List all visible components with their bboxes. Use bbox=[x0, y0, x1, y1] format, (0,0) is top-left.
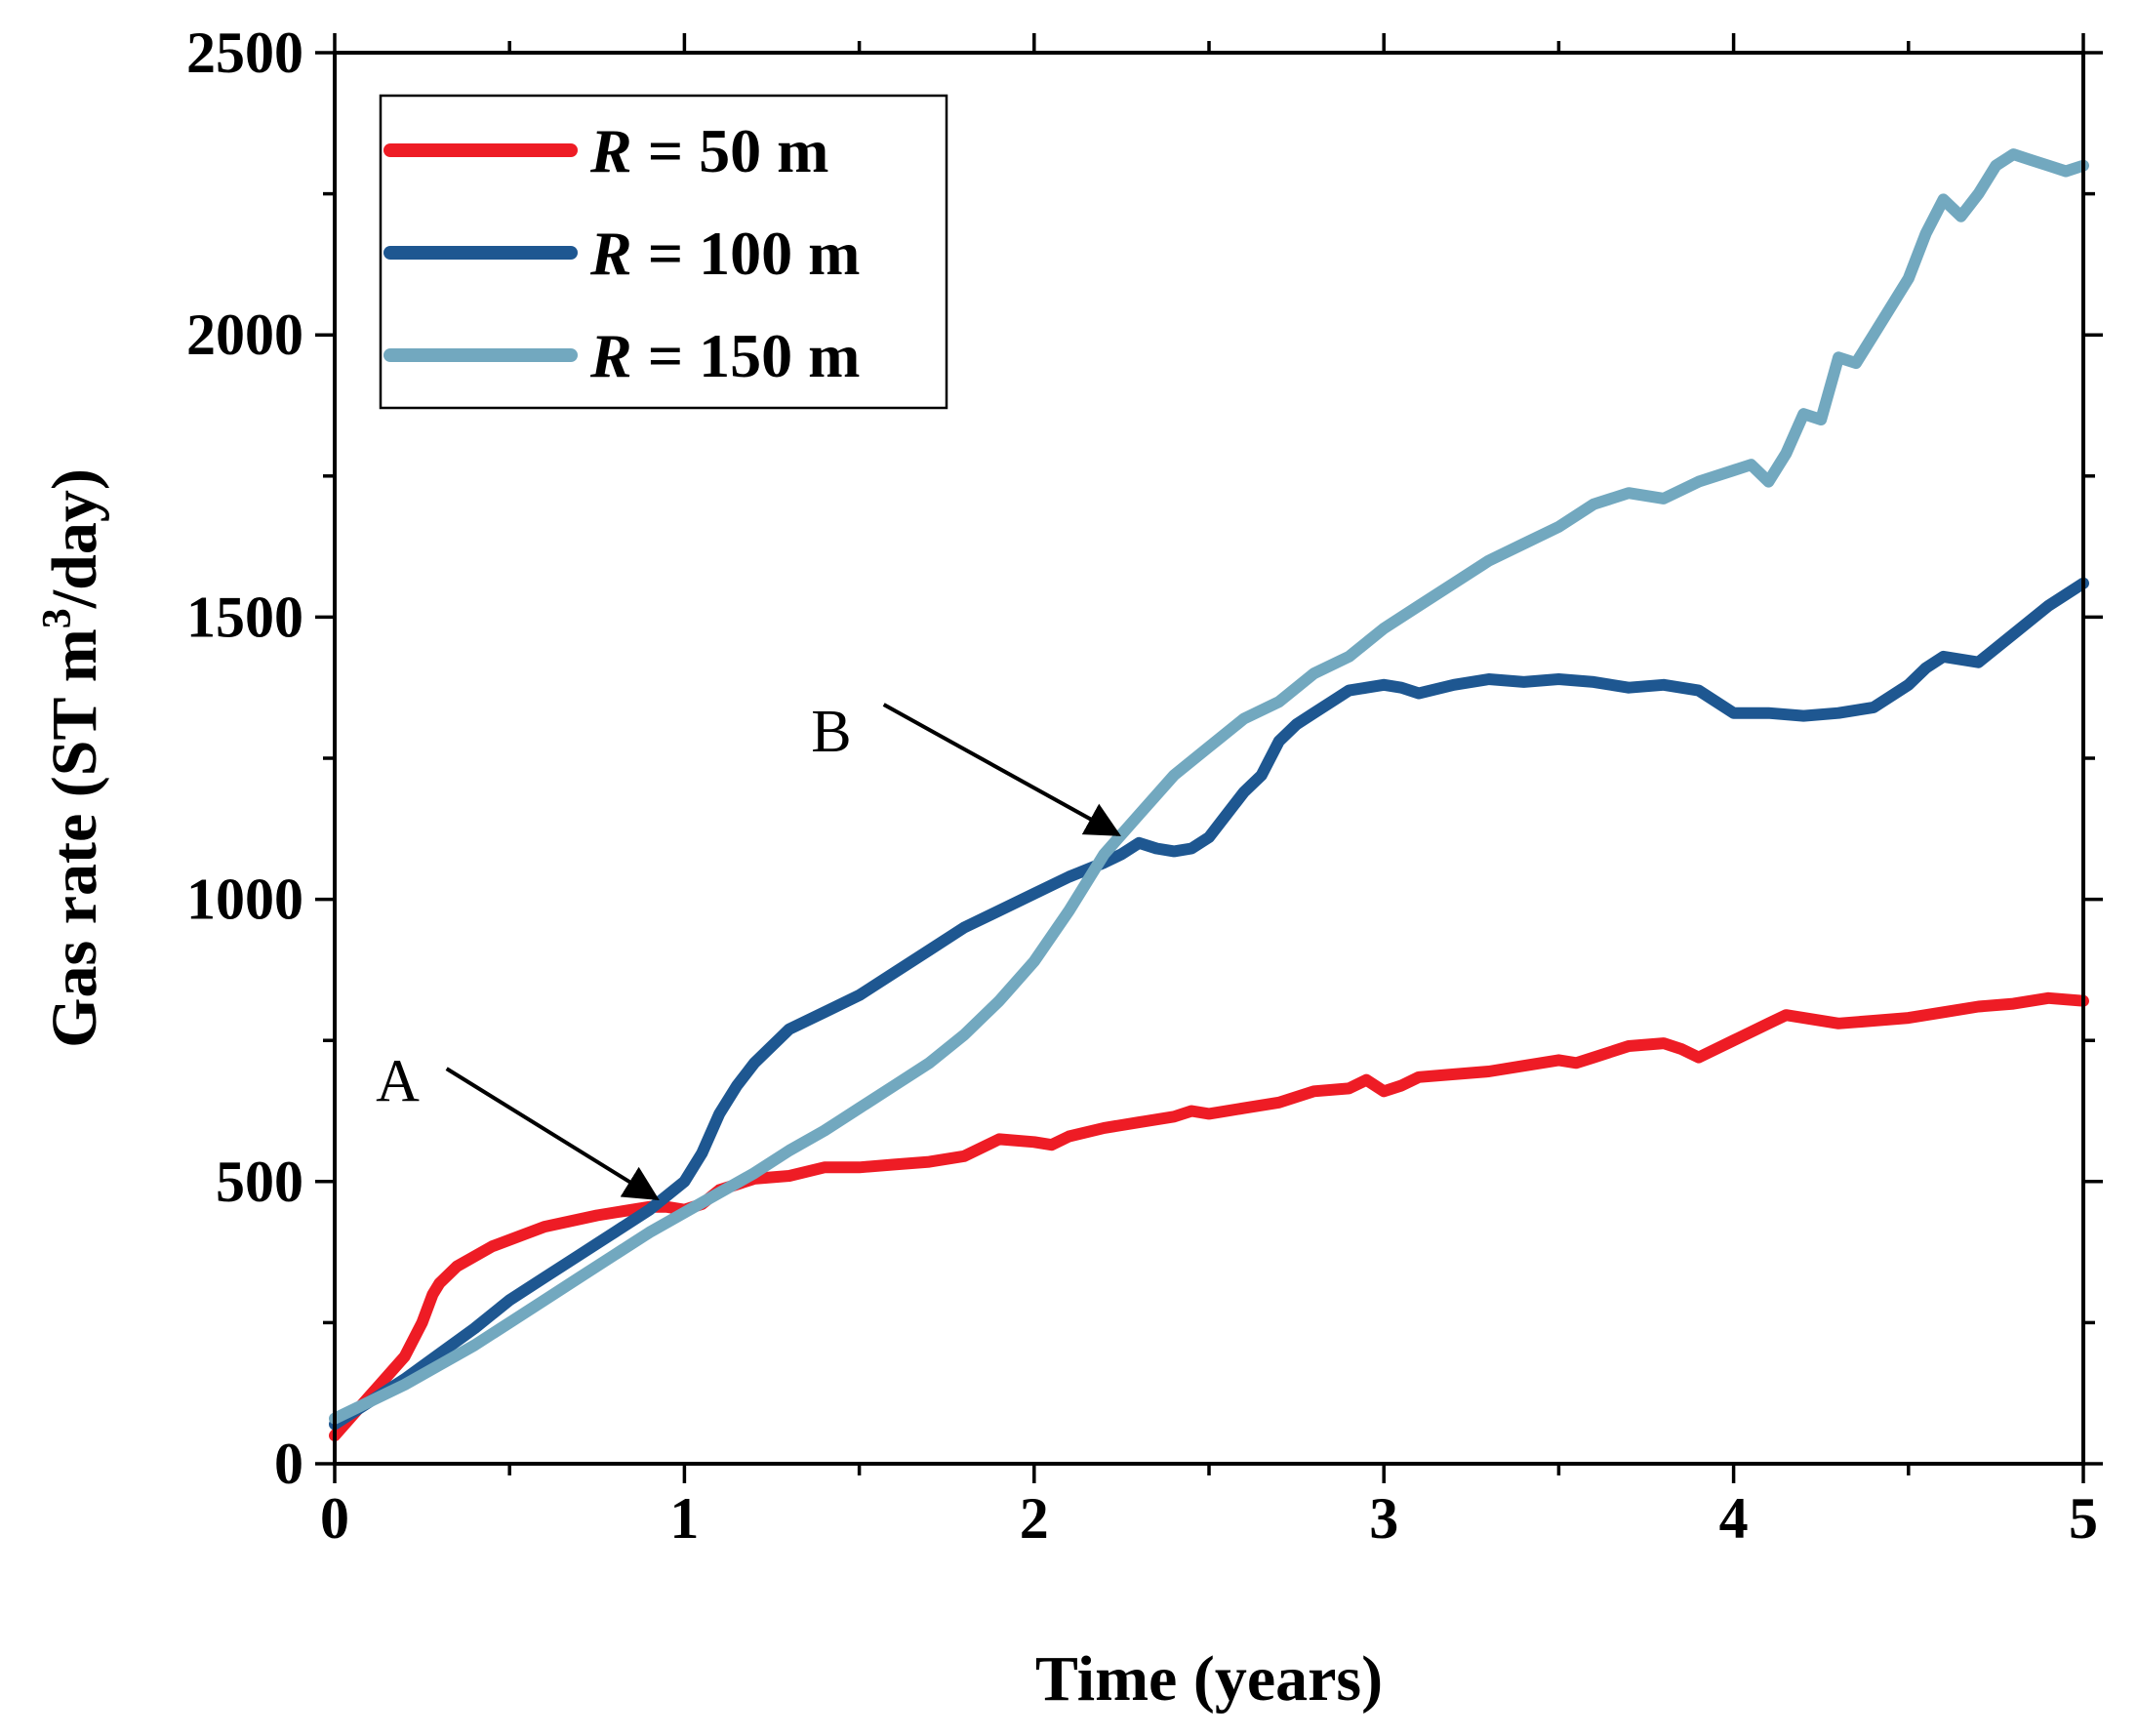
x-tick-label: 2 bbox=[1020, 1486, 1049, 1551]
series-layer bbox=[329, 148, 2089, 1442]
tick-layer: 0 1 2 3 4 5 0 500 1000 1500 2000 2500 bbox=[186, 20, 2103, 1551]
annotation-arrow bbox=[445, 1067, 660, 1201]
y-tick-label: 1500 bbox=[186, 585, 303, 649]
legend-variable: R bbox=[589, 321, 632, 390]
x-tick-label: 1 bbox=[669, 1486, 699, 1551]
legend-variable: R bbox=[589, 116, 632, 185]
legend-value: = 50 m bbox=[632, 116, 829, 185]
annotation-arrow bbox=[882, 703, 1121, 836]
y-axis-title: Gas rate (ST m3/day) bbox=[35, 468, 110, 1048]
y-axis-title-prefix: Gas rate (ST m bbox=[39, 628, 110, 1048]
x-axis-title: Time (years) bbox=[1035, 1643, 1383, 1715]
x-tick-label: 0 bbox=[320, 1486, 349, 1551]
series-line-1 bbox=[329, 991, 2089, 1442]
series-line-3 bbox=[329, 148, 2089, 1425]
legend: R = 50 mR = 100 mR = 150 m bbox=[379, 94, 948, 410]
legend-value: = 100 m bbox=[632, 219, 861, 288]
legend-label-2: R = 100 m bbox=[589, 219, 860, 288]
annotation-layer: AB bbox=[376, 699, 1121, 1201]
annotation-label: A bbox=[376, 1049, 420, 1115]
legend-variable: R bbox=[589, 219, 632, 288]
series-line-2 bbox=[329, 577, 2089, 1431]
legend-label-3: R = 150 m bbox=[589, 321, 860, 390]
legend-label-1: R = 50 m bbox=[589, 116, 828, 185]
annotation-label: B bbox=[811, 699, 851, 765]
legend-value: = 150 m bbox=[632, 321, 861, 390]
y-tick-label: 500 bbox=[216, 1150, 303, 1214]
y-tick-label: 0 bbox=[274, 1432, 303, 1496]
y-tick-label: 2000 bbox=[186, 303, 303, 367]
y-axis-title-suffix: /day) bbox=[39, 468, 110, 609]
y-axis-title-superscript: 3 bbox=[35, 608, 80, 628]
y-tick-label: 1000 bbox=[186, 868, 303, 932]
y-tick-label: 2500 bbox=[186, 20, 303, 85]
x-tick-label: 3 bbox=[1369, 1486, 1398, 1551]
x-tick-label: 4 bbox=[1719, 1486, 1749, 1551]
x-tick-label: 5 bbox=[2069, 1486, 2098, 1551]
